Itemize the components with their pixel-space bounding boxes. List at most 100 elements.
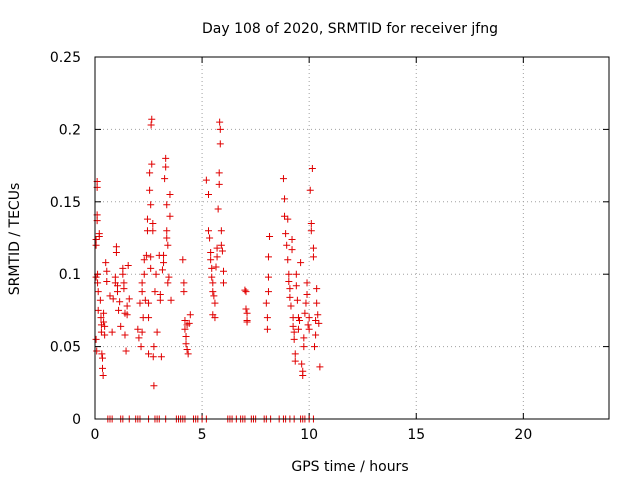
data-point	[134, 325, 142, 333]
data-point	[299, 372, 307, 380]
data-point	[281, 212, 289, 220]
data-point	[100, 318, 108, 326]
data-point	[164, 279, 172, 287]
data-point	[212, 263, 220, 271]
data-point	[213, 253, 221, 261]
data-point	[96, 296, 104, 304]
data-point	[166, 191, 174, 199]
data-point	[125, 295, 133, 303]
data-point	[209, 288, 217, 296]
data-point	[165, 273, 173, 281]
data-point	[298, 360, 306, 368]
data-point	[164, 241, 172, 249]
data-points	[92, 115, 324, 423]
data-point	[242, 305, 250, 313]
data-point	[301, 309, 309, 317]
x-tick-label: 15	[407, 427, 425, 443]
y-tick-labels: 0 0.05 0.1 0.15 0.2 0.25	[50, 50, 81, 428]
data-point	[242, 288, 250, 296]
data-point	[264, 253, 272, 261]
data-point	[290, 328, 298, 336]
data-point	[162, 154, 170, 162]
data-point	[186, 311, 194, 319]
data-point	[160, 259, 168, 267]
data-point	[141, 296, 149, 304]
data-point	[287, 302, 295, 310]
data-point	[140, 256, 148, 264]
data-point	[147, 121, 155, 129]
data-point	[241, 286, 249, 294]
data-point	[285, 270, 293, 278]
data-point	[158, 266, 166, 274]
data-point	[146, 169, 154, 177]
chart-title: Day 108 of 2020, SRMTID for receiver jfn…	[202, 21, 498, 37]
data-point	[137, 343, 145, 351]
y-tick-label: 0.25	[50, 50, 81, 66]
data-point	[147, 253, 155, 261]
data-point	[218, 247, 226, 255]
data-point	[180, 288, 188, 296]
data-point	[136, 299, 144, 307]
data-point	[94, 288, 102, 296]
data-point	[216, 118, 224, 126]
data-point	[95, 230, 103, 238]
data-point	[309, 244, 317, 252]
grid-lines	[95, 57, 609, 419]
data-point	[207, 248, 215, 256]
data-point	[220, 279, 227, 287]
x-tick-label: 20	[514, 427, 532, 443]
data-point	[294, 314, 302, 322]
x-axis-label: GPS time / hours	[291, 459, 408, 475]
data-point	[92, 235, 100, 243]
data-point	[103, 277, 111, 285]
data-point	[243, 309, 251, 317]
data-point	[119, 264, 127, 272]
data-point	[216, 125, 224, 133]
data-point	[93, 347, 101, 355]
data-point	[182, 332, 190, 340]
data-point	[163, 227, 171, 235]
data-point	[160, 251, 168, 259]
data-point	[149, 227, 157, 235]
y-tick-label: 0.1	[59, 267, 81, 283]
data-point	[153, 328, 161, 336]
data-point	[116, 298, 124, 306]
data-point	[293, 296, 301, 304]
data-point	[289, 322, 297, 330]
data-point	[138, 279, 146, 287]
data-point	[305, 325, 313, 333]
data-point	[123, 302, 131, 310]
data-point	[300, 343, 308, 351]
data-point	[292, 270, 300, 278]
data-point	[300, 334, 308, 342]
data-point	[109, 295, 117, 303]
data-point	[184, 350, 192, 358]
data-point	[303, 279, 311, 287]
data-point	[285, 277, 293, 285]
data-point	[162, 163, 170, 171]
data-point	[313, 299, 321, 307]
data-point	[97, 314, 105, 322]
data-point	[182, 340, 190, 348]
data-point	[312, 317, 320, 325]
data-point	[208, 264, 216, 272]
plot-frame	[94, 56, 610, 420]
data-point	[220, 267, 227, 275]
data-point	[314, 311, 322, 319]
data-point	[135, 334, 143, 342]
data-point	[291, 350, 299, 358]
data-point	[290, 335, 298, 343]
data-point	[205, 191, 213, 199]
data-point	[92, 273, 100, 281]
data-point	[100, 309, 108, 317]
data-point	[122, 347, 130, 355]
data-point	[211, 299, 219, 307]
y-axis-label: SRMTID / TECUs	[7, 183, 23, 296]
data-point	[217, 241, 225, 249]
data-point	[117, 322, 125, 330]
data-point	[303, 290, 311, 298]
x-tick-labels: 0 5 10 15 20	[91, 427, 533, 443]
data-point	[145, 299, 153, 307]
data-point	[113, 288, 121, 296]
